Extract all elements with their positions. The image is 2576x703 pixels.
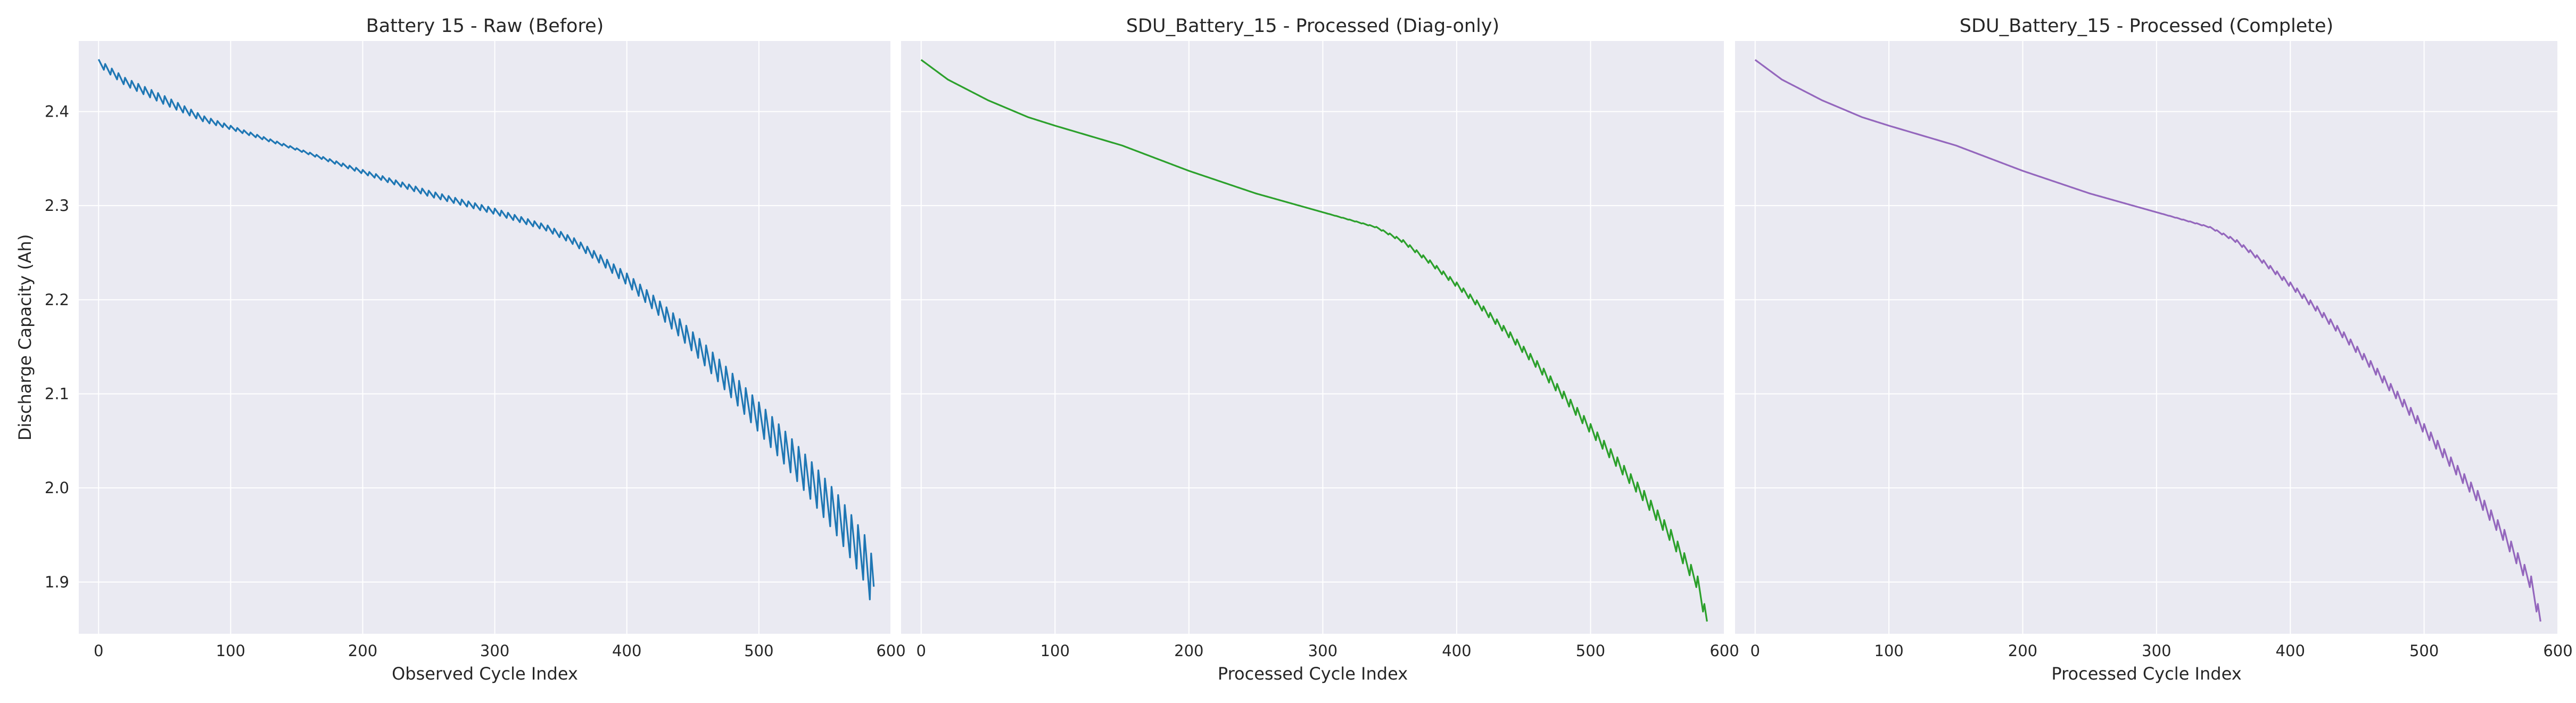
- plot-area: [901, 41, 1724, 634]
- x-tick-label: 500: [744, 642, 773, 660]
- plot-area: [79, 41, 891, 634]
- y-tick-label: 2.0: [45, 479, 69, 497]
- x-tick-label: 200: [348, 642, 377, 660]
- chart-panel-1: 0 100 200 300 400 500 600 1.9 2.0 2.1 2.2 2.3 2.4 Bat…: [15, 15, 906, 684]
- x-tick-label: 600: [2543, 642, 2572, 660]
- chart-panel-3: 0 100 200 300 400 500 600 SDU_Battery_15 - Proc…: [1735, 15, 2573, 684]
- x-tick-label: 0: [917, 642, 926, 660]
- y-tick-label: 2.3: [45, 197, 69, 215]
- x-axis-label: Processed Cycle Index: [1218, 664, 1408, 684]
- x-tick-label: 300: [1308, 642, 1337, 660]
- y-tick-label: 1.9: [45, 573, 69, 591]
- series-line: [1754, 59, 2541, 622]
- chart-panel-2: 0 100 200 300 400 500 600 SDU_Battery_15 - Proc…: [901, 15, 1739, 684]
- x-tick-label: 0: [94, 642, 103, 660]
- x-tick-label: 500: [1576, 642, 1605, 660]
- x-tick-label: 100: [1874, 642, 1903, 660]
- x-tick-label: 0: [1750, 642, 1760, 660]
- x-tick-label: 400: [2276, 642, 2305, 660]
- series-line: [97, 59, 875, 601]
- x-tick-label: 200: [1174, 642, 1203, 660]
- x-axis-label: Observed Cycle Index: [392, 664, 578, 684]
- x-tick-label: 400: [1442, 642, 1471, 660]
- chart-title: Battery 15 - Raw (Before): [366, 15, 604, 37]
- y-tick-label: 2.1: [45, 385, 69, 403]
- x-tick-label: 300: [2142, 642, 2171, 660]
- plot-area: [1735, 41, 2558, 634]
- x-tick-label: 600: [876, 642, 905, 660]
- x-tick-label: 300: [480, 642, 509, 660]
- y-axis-label: Discharge Capacity (Ah): [15, 234, 35, 441]
- x-tick-label: 200: [2008, 642, 2037, 660]
- series-line: [920, 59, 1708, 622]
- chart-title: SDU_Battery_15 - Processed (Diag-only): [1126, 15, 1499, 37]
- y-tick-label: 2.2: [45, 291, 69, 309]
- x-tick-label: 100: [216, 642, 245, 660]
- x-tick-label: 500: [2409, 642, 2439, 660]
- y-tick-label: 2.4: [45, 103, 69, 121]
- x-tick-label: 100: [1041, 642, 1070, 660]
- x-tick-label: 600: [1710, 642, 1739, 660]
- x-axis-label: Processed Cycle Index: [2051, 664, 2241, 684]
- chart-title: SDU_Battery_15 - Processed (Complete): [1960, 15, 2333, 37]
- x-tick-label: 400: [612, 642, 641, 660]
